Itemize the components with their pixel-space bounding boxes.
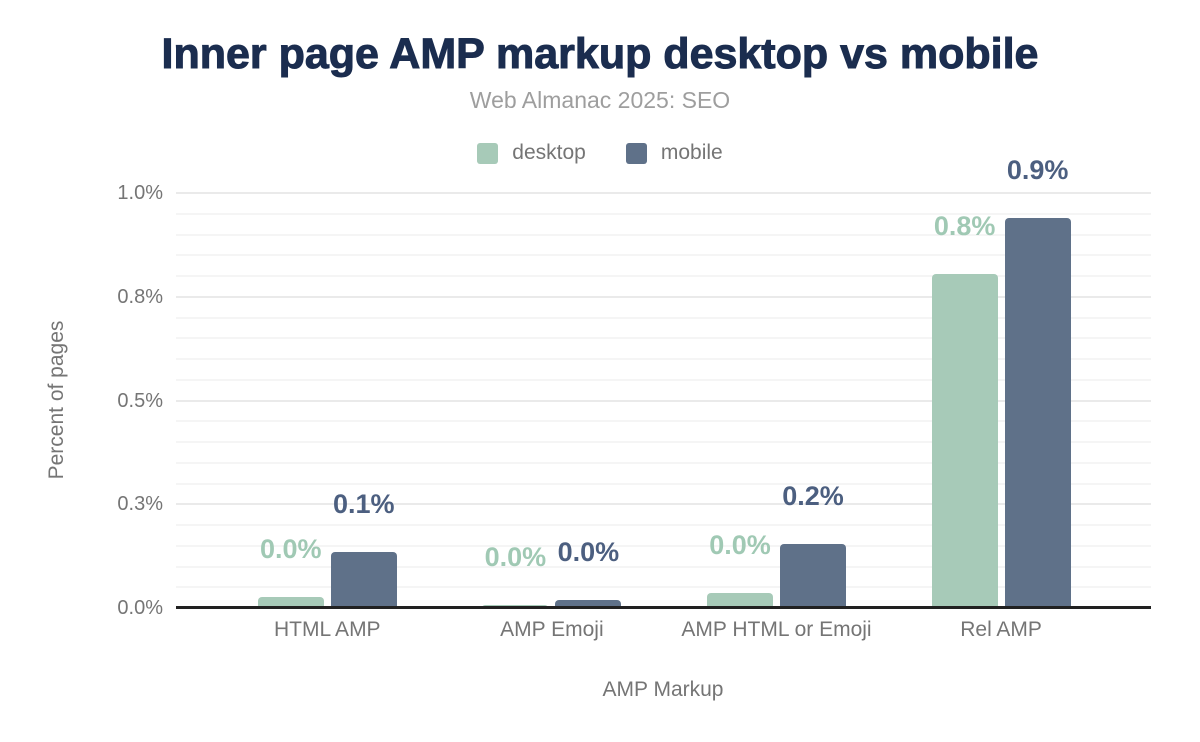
gridline bbox=[176, 358, 1151, 360]
legend-label-mobile: mobile bbox=[660, 141, 723, 164]
legend-label-desktop: desktop bbox=[512, 141, 586, 164]
gridline bbox=[176, 254, 1151, 257]
gridline bbox=[176, 586, 1151, 589]
gridline bbox=[176, 378, 1151, 381]
legend-swatch-desktop-icon bbox=[477, 142, 499, 164]
data-label-mobile-html-amp: 0.1% bbox=[333, 488, 395, 519]
x-axis-line bbox=[176, 606, 1151, 609]
x-category-label: Rel AMP bbox=[960, 618, 1042, 641]
gridline bbox=[176, 544, 1151, 547]
x-category-label: HTML AMP bbox=[274, 618, 381, 641]
gridline bbox=[176, 192, 1151, 194]
bar-mobile-html-amp bbox=[330, 551, 397, 608]
chart-subtitle: Web Almanac 2025: SEO bbox=[469, 87, 731, 113]
bar-desktop-amp-html-or-emoji bbox=[707, 593, 773, 608]
y-tick-label: 0.0% bbox=[117, 597, 163, 619]
gridline bbox=[176, 420, 1151, 423]
bar-mobile-amp-html-or-emoji bbox=[780, 544, 846, 608]
gridline bbox=[176, 212, 1151, 215]
data-label-mobile-amp-emoji: 0.0% bbox=[557, 537, 620, 568]
bar-desktop-rel-amp bbox=[931, 273, 998, 608]
data-label-mobile-rel-amp: 0.9% bbox=[1006, 154, 1069, 185]
gridline bbox=[176, 337, 1151, 340]
y-tick-label: 0.5% bbox=[117, 389, 163, 412]
legend-swatch-mobile-icon bbox=[625, 142, 647, 164]
data-label-mobile-amp-html-or-emoji: 0.2% bbox=[782, 481, 844, 512]
gridline bbox=[176, 399, 1151, 402]
legend: desktop mobile bbox=[0, 141, 1200, 165]
bar-desktop-html-amp bbox=[257, 596, 324, 608]
gridline bbox=[176, 524, 1151, 526]
gridline bbox=[176, 316, 1151, 319]
data-label-desktop-amp-html-or-emoji: 0.0% bbox=[709, 530, 771, 561]
gridline bbox=[176, 461, 1151, 464]
gridline bbox=[176, 295, 1151, 298]
gridline bbox=[176, 233, 1151, 236]
legend-item-mobile: mobile bbox=[625, 141, 723, 165]
data-label-desktop-rel-amp: 0.8% bbox=[933, 210, 996, 241]
gridline bbox=[176, 441, 1151, 443]
x-category-label: AMP HTML or Emoji bbox=[681, 618, 872, 641]
data-label-desktop-amp-emoji: 0.0% bbox=[484, 541, 547, 572]
data-label-desktop-html-amp: 0.0% bbox=[260, 533, 322, 564]
x-axis-title: AMP Markup bbox=[602, 678, 724, 701]
gridline bbox=[176, 503, 1151, 506]
bar-mobile-amp-emoji bbox=[555, 600, 622, 608]
y-tick-label: 1.0% bbox=[117, 182, 163, 204]
chart-title: Inner page AMP markup desktop vs mobile bbox=[161, 30, 1039, 79]
legend-item-desktop: desktop bbox=[477, 141, 586, 165]
bar-mobile-rel-amp bbox=[1004, 217, 1071, 608]
x-category-label: AMP Emoji bbox=[500, 618, 604, 641]
y-tick-label: 0.8% bbox=[117, 285, 163, 308]
gridline bbox=[176, 275, 1151, 277]
gridline bbox=[176, 482, 1151, 485]
y-tick-label: 0.3% bbox=[117, 493, 163, 516]
gridline bbox=[176, 565, 1151, 568]
